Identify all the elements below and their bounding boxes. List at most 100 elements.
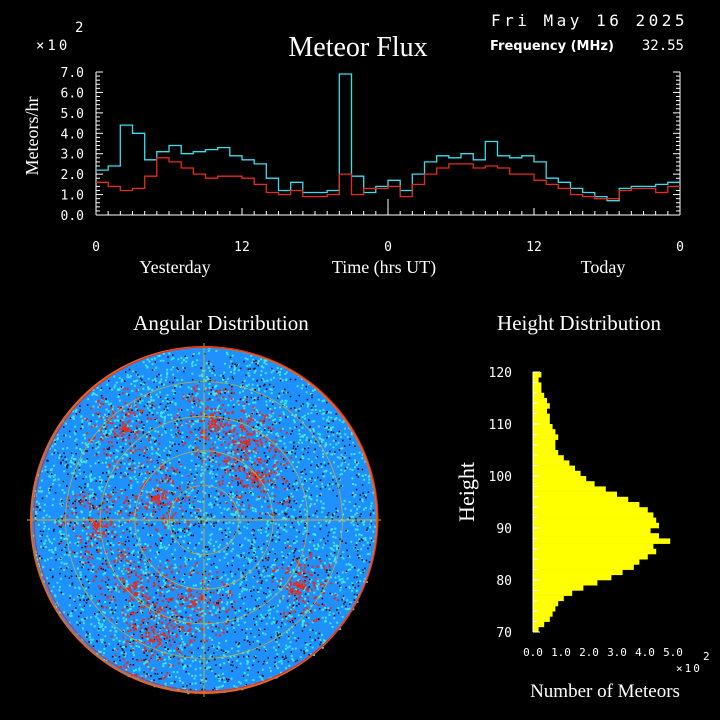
height-bar xyxy=(533,564,634,570)
page-title: Meteor Flux xyxy=(288,32,427,63)
flux-xtick-label: 0 xyxy=(384,240,392,255)
height-ytick-label: 80 xyxy=(496,574,512,589)
flux-xtick-label: 0 xyxy=(676,240,684,255)
angular-outer-ring-inner xyxy=(33,346,379,692)
height-x-axis-label: Number of Meteors xyxy=(530,681,680,702)
height-bar xyxy=(533,554,648,560)
flux-ytick-label: 2.0 xyxy=(61,168,84,183)
height-tick-labels: 70 80 90 100 110 120 0.0 1.0 2.0 3.0 4.0 5.0 xyxy=(489,366,683,659)
height-bar xyxy=(533,372,542,378)
height-bar xyxy=(533,392,545,399)
height-bar xyxy=(533,559,640,565)
height-xtick-label: 5.0 xyxy=(663,646,683,659)
height-bar xyxy=(533,569,623,576)
height-bar xyxy=(533,533,659,539)
flux-multiplier-exp: 2 xyxy=(75,20,83,36)
height-bar xyxy=(533,548,657,555)
angular-red-points xyxy=(56,380,339,680)
height-bar xyxy=(533,408,547,414)
flux-ytick-label: 6.0 xyxy=(61,86,84,101)
height-bar xyxy=(533,476,587,482)
height-xtick-label: 3.0 xyxy=(607,646,627,659)
flux-x-label-today: Today xyxy=(581,257,626,277)
height-title: Height Distribution xyxy=(497,311,661,335)
height-bar xyxy=(533,611,553,617)
date-label: Fri May 16 2025 xyxy=(491,11,688,30)
height-xtick-label: 0.0 xyxy=(523,646,543,659)
height-bar xyxy=(533,626,539,633)
flux-ytick-label: 7.0 xyxy=(61,66,84,81)
frequency-value: 32.55 xyxy=(642,38,684,54)
frequency-label: Frequency (MHz) xyxy=(490,39,614,54)
flux-series-cyan xyxy=(96,73,680,202)
flux-x-label-yesterday: Yesterday xyxy=(139,257,210,277)
height-bar xyxy=(533,616,550,622)
height-ytick-label: 110 xyxy=(489,418,512,433)
flux-ytick-label: 4.0 xyxy=(61,127,84,142)
height-bar xyxy=(533,507,648,513)
height-bar xyxy=(533,455,564,461)
height-bar xyxy=(533,465,575,472)
flux-xtick-label: 12 xyxy=(234,240,250,255)
angular-cyan-points xyxy=(33,347,379,695)
flux-multiplier: ×10 xyxy=(36,38,70,54)
height-bar xyxy=(533,382,542,388)
height-xtick-label: 2.0 xyxy=(579,646,599,659)
height-bar xyxy=(533,590,573,596)
height-axes xyxy=(532,371,540,633)
height-xtick-label: 1.0 xyxy=(551,646,571,659)
flux-chart: 0.0 1.0 2.0 3.0 4.0 5.0 6.0 7.0 0 12 0 12 0 xyxy=(61,66,684,255)
flux-ytick-label: 1.0 xyxy=(61,189,84,204)
flux-series-red xyxy=(96,157,680,200)
height-bar xyxy=(533,606,556,612)
height-bar xyxy=(533,543,654,550)
height-ytick-label: 90 xyxy=(496,522,512,537)
height-ytick-label: 100 xyxy=(489,470,512,485)
height-y-axis-label: Height xyxy=(454,462,479,522)
height-bar xyxy=(533,502,640,508)
height-bar xyxy=(533,387,542,394)
height-bar xyxy=(533,413,550,420)
height-multiplier: ×10 xyxy=(676,662,702,675)
height-bar xyxy=(533,595,564,602)
height-bar xyxy=(533,434,559,440)
flux-ytick-label: 5.0 xyxy=(61,107,84,122)
angular-distribution-plot xyxy=(27,343,381,697)
height-bar xyxy=(533,418,550,425)
flux-tick-labels: 0.0 1.0 2.0 3.0 4.0 5.0 6.0 7.0 0 12 0 12 0 xyxy=(61,66,684,255)
flux-xtick-label: 0 xyxy=(92,240,100,255)
height-chart: 70 80 90 100 110 120 0.0 1.0 2.0 3.0 4.0 5.0 xyxy=(489,366,683,659)
height-bar xyxy=(533,403,550,409)
height-bar xyxy=(533,439,556,446)
height-bar xyxy=(533,574,612,581)
height-ytick-label: 70 xyxy=(496,626,512,641)
height-bar xyxy=(533,538,671,544)
height-bar xyxy=(533,517,657,524)
height-multiplier-exp: 2 xyxy=(703,650,710,663)
height-bar xyxy=(533,486,606,492)
height-bar xyxy=(533,450,559,456)
flux-ytick-label: 0.0 xyxy=(61,209,84,224)
height-bar xyxy=(533,481,595,487)
height-bar xyxy=(533,377,539,383)
height-bar xyxy=(533,512,654,518)
height-bar xyxy=(533,460,570,466)
angular-title: Angular Distribution xyxy=(133,311,309,335)
height-bar xyxy=(533,528,651,534)
height-bar xyxy=(533,580,598,586)
height-bar xyxy=(533,444,556,451)
height-bars xyxy=(533,372,671,633)
height-bar xyxy=(533,621,545,628)
height-xtick-label: 4.0 xyxy=(635,646,655,659)
height-bar xyxy=(533,398,547,404)
height-bar xyxy=(533,496,629,503)
flux-xtick-label: 12 xyxy=(526,240,542,255)
height-ytick-label: 120 xyxy=(489,366,512,381)
height-bar xyxy=(533,470,581,477)
flux-x-label-time: Time (hrs UT) xyxy=(332,257,436,278)
height-bar xyxy=(533,424,553,430)
height-bar xyxy=(533,522,659,529)
height-bar xyxy=(533,585,584,591)
flux-y-axis-label: Meteors/hr xyxy=(22,97,42,176)
